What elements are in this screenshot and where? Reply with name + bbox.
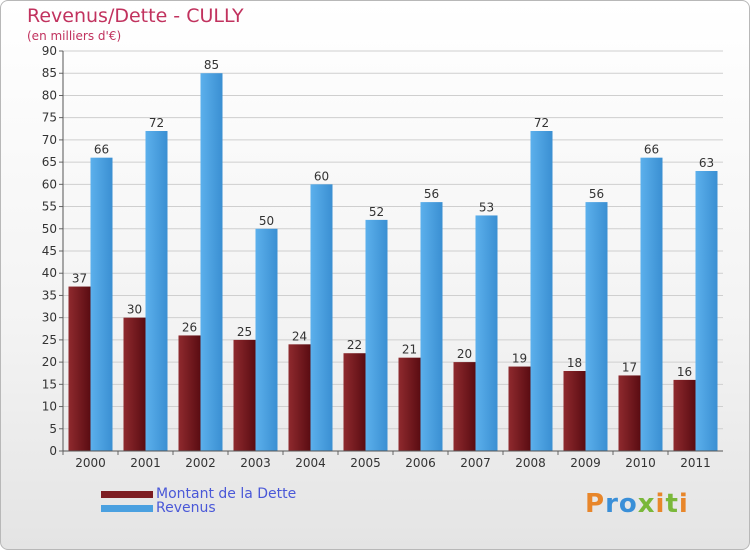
y-tick-label: 90 xyxy=(42,44,57,58)
data-label: 22 xyxy=(347,338,362,352)
data-label: 52 xyxy=(369,205,384,219)
bar-debt xyxy=(288,344,311,451)
bar-revenue xyxy=(695,171,718,451)
bar-debt xyxy=(508,366,531,451)
y-tick-label: 60 xyxy=(42,177,57,191)
y-tick-label: 10 xyxy=(42,400,57,414)
y-tick-label: 15 xyxy=(42,377,57,391)
data-label: 30 xyxy=(127,303,142,317)
chart-title: Revenus/Dette - CULLY xyxy=(27,5,244,27)
data-label: 24 xyxy=(292,329,307,343)
y-tick-label: 80 xyxy=(42,88,57,102)
bar-debt xyxy=(453,362,476,451)
data-label: 66 xyxy=(94,143,109,157)
proxiti-logo: Proxiti xyxy=(585,489,689,519)
data-label: 60 xyxy=(314,169,329,183)
bar-revenue xyxy=(530,131,553,451)
y-tick-label: 75 xyxy=(42,111,57,125)
data-label: 21 xyxy=(402,343,417,357)
data-label: 50 xyxy=(259,214,274,228)
bar-debt xyxy=(343,353,366,451)
data-label: 63 xyxy=(699,156,714,170)
data-label: 19 xyxy=(512,352,527,366)
data-label: 37 xyxy=(72,272,87,286)
bar-debt xyxy=(123,317,146,451)
y-tick-label: 0 xyxy=(49,444,57,458)
y-tick-label: 65 xyxy=(42,155,57,169)
bar-revenue xyxy=(310,184,333,452)
y-tick-label: 70 xyxy=(42,133,57,147)
bar-revenue xyxy=(475,215,498,451)
data-label: 25 xyxy=(237,325,252,339)
y-tick-label: 55 xyxy=(42,200,57,214)
legend-label-debt: Montant de la Dette xyxy=(156,486,297,502)
bar-revenue xyxy=(365,219,388,451)
x-tick-label: 2009 xyxy=(570,456,601,470)
bar-debt xyxy=(68,286,91,451)
y-tick-label: 25 xyxy=(42,333,57,347)
data-label: 85 xyxy=(204,58,219,72)
x-tick-label: 2008 xyxy=(515,456,546,470)
chart-subtitle: (en milliers d'€) xyxy=(27,29,122,43)
bar-debt xyxy=(673,379,696,451)
bar-revenue xyxy=(640,157,663,451)
data-label: 16 xyxy=(677,365,692,379)
data-label: 72 xyxy=(534,116,549,130)
data-label: 56 xyxy=(589,187,604,201)
legend-label-revenue: Revenus xyxy=(156,500,216,516)
x-tick-label: 2007 xyxy=(460,456,491,470)
bar-revenue xyxy=(90,157,113,451)
data-label: 56 xyxy=(424,187,439,201)
x-tick-label: 2000 xyxy=(75,456,106,470)
y-tick-label: 35 xyxy=(42,288,57,302)
x-tick-label: 2004 xyxy=(295,456,326,470)
bar-debt xyxy=(233,339,256,451)
data-label: 18 xyxy=(567,356,582,370)
legend-item-debt: Montant de la Dette xyxy=(101,486,297,502)
data-label: 72 xyxy=(149,116,164,130)
data-label: 17 xyxy=(622,360,637,374)
bar-revenue xyxy=(145,131,168,451)
y-tick-label: 50 xyxy=(42,222,57,236)
x-tick-label: 2001 xyxy=(130,456,161,470)
bar-revenue xyxy=(585,202,608,451)
x-tick-label: 2011 xyxy=(680,456,711,470)
y-tick-label: 20 xyxy=(42,355,57,369)
bar-debt xyxy=(398,357,421,451)
x-tick-label: 2006 xyxy=(405,456,436,470)
y-tick-label: 85 xyxy=(42,66,57,80)
legend-swatch-debt xyxy=(101,490,153,498)
data-label: 26 xyxy=(182,320,197,334)
x-tick-label: 2002 xyxy=(185,456,216,470)
legend: Montant de la Dette Revenus xyxy=(101,486,297,516)
bar-debt xyxy=(563,371,586,451)
bar-debt xyxy=(618,375,641,451)
data-label: 66 xyxy=(644,143,659,157)
y-tick-label: 30 xyxy=(42,311,57,325)
y-tick-label: 40 xyxy=(42,266,57,280)
bar-revenue xyxy=(420,202,443,451)
legend-swatch-revenue xyxy=(101,504,153,512)
data-label: 20 xyxy=(457,347,472,361)
x-tick-label: 2003 xyxy=(240,456,271,470)
legend-item-revenue: Revenus xyxy=(101,500,296,516)
x-tick-label: 2010 xyxy=(625,456,656,470)
y-tick-label: 45 xyxy=(42,244,57,258)
bar-revenue xyxy=(255,228,278,451)
y-tick-label: 5 xyxy=(49,422,57,436)
bar-revenue xyxy=(200,73,223,451)
data-label: 53 xyxy=(479,200,494,214)
bar-debt xyxy=(178,335,201,451)
x-tick-label: 2005 xyxy=(350,456,381,470)
